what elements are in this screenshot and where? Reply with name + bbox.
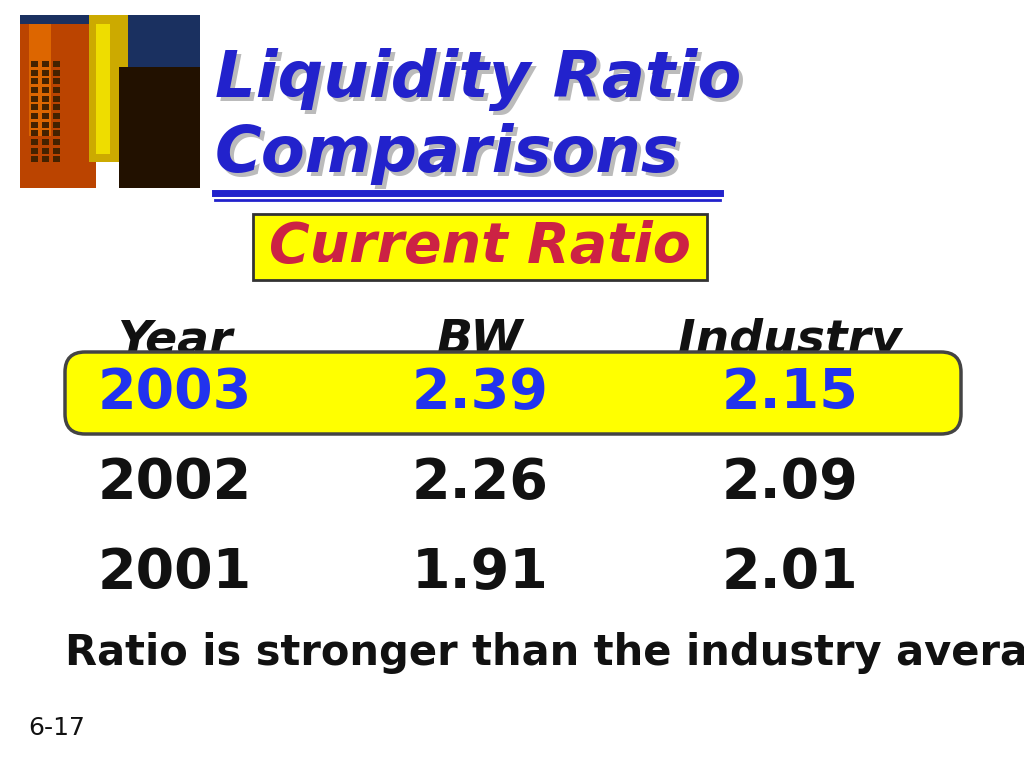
- Bar: [53, 156, 59, 162]
- Bar: [42, 113, 49, 119]
- Bar: [53, 131, 59, 137]
- Bar: [31, 156, 39, 162]
- Bar: [31, 147, 39, 154]
- Text: Ratio is stronger than the industry average.: Ratio is stronger than the industry aver…: [65, 632, 1024, 674]
- FancyBboxPatch shape: [253, 214, 707, 280]
- Bar: [42, 78, 49, 84]
- Bar: [53, 121, 59, 127]
- Text: 2.15: 2.15: [722, 366, 858, 420]
- Bar: [30, 24, 51, 137]
- Text: 2001: 2001: [98, 546, 252, 600]
- Bar: [31, 78, 39, 84]
- Bar: [31, 113, 39, 119]
- FancyBboxPatch shape: [65, 352, 961, 434]
- Text: 2003: 2003: [98, 366, 252, 420]
- Bar: [42, 139, 49, 145]
- Bar: [31, 121, 39, 127]
- Text: 2.09: 2.09: [722, 456, 858, 510]
- Bar: [119, 68, 200, 188]
- Bar: [53, 96, 59, 102]
- Text: 6-17: 6-17: [28, 716, 85, 740]
- Bar: [53, 87, 59, 93]
- Bar: [42, 104, 49, 111]
- Text: 1.91: 1.91: [412, 546, 549, 600]
- Text: 2002: 2002: [98, 456, 252, 510]
- Bar: [42, 147, 49, 154]
- Bar: [53, 104, 59, 111]
- Text: 2.39: 2.39: [412, 366, 549, 420]
- Bar: [53, 70, 59, 76]
- Text: BW: BW: [437, 318, 522, 363]
- Bar: [42, 156, 49, 162]
- Bar: [53, 147, 59, 154]
- Bar: [53, 61, 59, 68]
- Bar: [42, 121, 49, 127]
- Bar: [42, 61, 49, 68]
- Bar: [31, 61, 39, 68]
- Bar: [53, 139, 59, 145]
- Bar: [20, 24, 96, 188]
- Bar: [42, 70, 49, 76]
- Text: 2.01: 2.01: [722, 546, 858, 600]
- Bar: [88, 15, 128, 162]
- Bar: [42, 131, 49, 137]
- Bar: [53, 78, 59, 84]
- Bar: [31, 87, 39, 93]
- Bar: [42, 87, 49, 93]
- Bar: [31, 70, 39, 76]
- Bar: [31, 104, 39, 111]
- Text: Comparisons: Comparisons: [215, 123, 680, 185]
- Text: Industry: Industry: [678, 318, 902, 363]
- Bar: [31, 96, 39, 102]
- Text: Comparisons: Comparisons: [219, 127, 684, 189]
- Bar: [53, 113, 59, 119]
- Bar: [42, 96, 49, 102]
- Text: Liquidity Ratio: Liquidity Ratio: [219, 52, 745, 115]
- Bar: [31, 131, 39, 137]
- Bar: [20, 15, 200, 93]
- Text: Liquidity Ratio: Liquidity Ratio: [215, 48, 741, 111]
- Text: Current Ratio: Current Ratio: [269, 220, 691, 274]
- Bar: [96, 24, 111, 154]
- Text: Year: Year: [118, 318, 232, 363]
- Bar: [31, 139, 39, 145]
- Text: 2.26: 2.26: [412, 456, 549, 510]
